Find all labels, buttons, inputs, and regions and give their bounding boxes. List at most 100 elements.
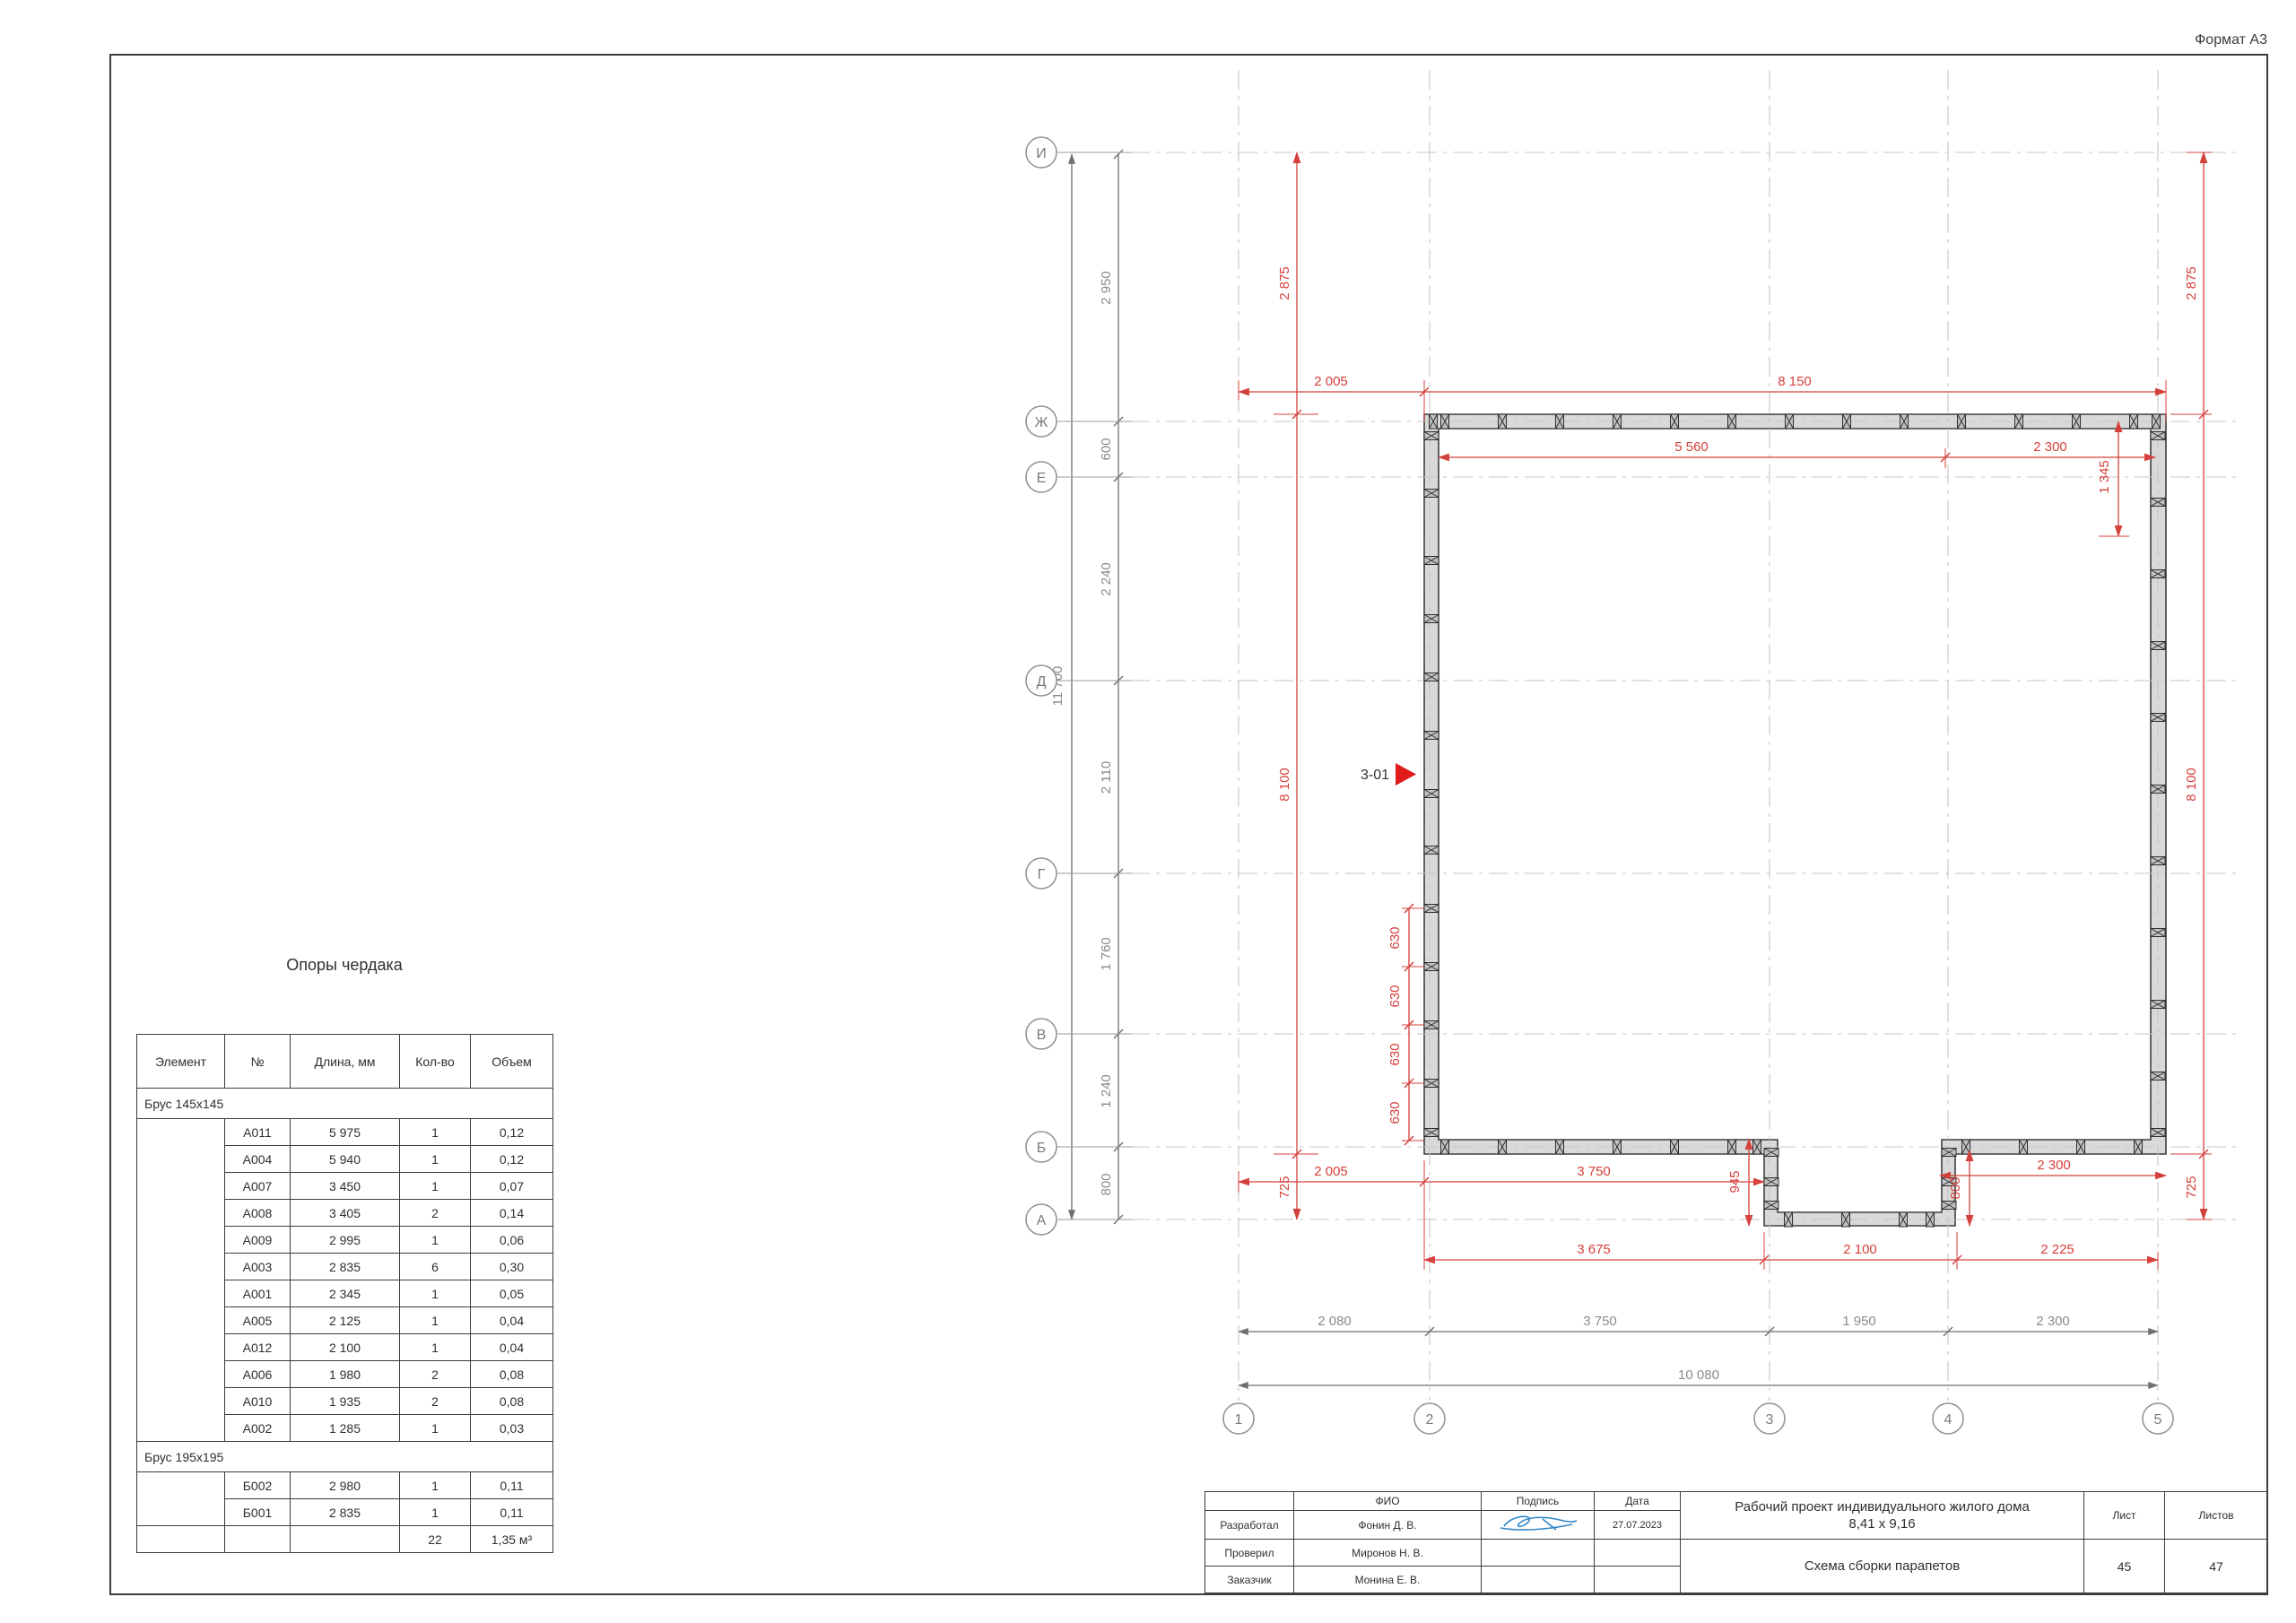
document-title: Схема сборки парапетов [1680,1539,2084,1593]
sheets-header: Листов [2164,1491,2268,1540]
svg-text:8 100: 8 100 [1277,768,1292,802]
wall-joint-hatches [1423,413,2166,1228]
group-row: Брус 145х145 [136,1088,553,1119]
dim-total-bottom: 10 080 [1678,1367,1719,1383]
svg-text:630: 630 [1387,1101,1403,1124]
axis-dimension-texts: 11 700 2 950 600 2 240 2 110 1 760 1 240… [1050,271,2070,1383]
svg-text:1 950: 1 950 [1842,1314,1876,1329]
svg-text:8 150: 8 150 [1778,374,1812,389]
svg-text:2: 2 [1426,1412,1434,1428]
role-checked: Проверил [1205,1539,1294,1567]
svg-text:2 300: 2 300 [2037,1158,2071,1173]
role-customer: Заказчик [1205,1566,1294,1593]
table-row: А008 3 405 2 0,14 [137,1199,553,1227]
section-marker-label: 3-01 [1361,768,1389,783]
svg-text:1: 1 [1235,1412,1243,1428]
svg-text:2 240: 2 240 [1099,562,1114,596]
svg-text:725: 725 [2184,1176,2199,1198]
svg-text:2 950: 2 950 [1099,271,1114,305]
svg-text:2 005: 2 005 [1314,374,1348,389]
row-axis-bubbles: И Ж Е Д Г В Б А [1025,136,1057,1236]
title-block: ФИО Подпись Дата Рабочий проект индивиду… [1205,1491,2268,1593]
svg-text:1 760: 1 760 [1099,937,1114,971]
total-qty: 22 [399,1525,471,1553]
svg-text:600: 600 [1099,438,1114,460]
signature-cell [1481,1510,1595,1540]
section-marker-arrow-icon [1396,763,1416,785]
svg-text:И: И [1036,146,1047,161]
svg-text:2 225: 2 225 [2040,1242,2074,1257]
svg-text:5: 5 [2154,1412,2162,1428]
totals-row: 22 1,35 м³ [136,1525,553,1553]
svg-text:3 750: 3 750 [1577,1164,1611,1179]
col-header-element: Элемент [136,1034,225,1089]
svg-text:2 100: 2 100 [1843,1242,1877,1257]
axis-dimension-lines [1057,149,2159,1389]
col-axis-bubbles: 1 2 3 4 5 [1222,1402,2174,1435]
svg-text:630: 630 [1387,926,1403,949]
svg-text:2 300: 2 300 [2033,439,2067,455]
svg-text:2 005: 2 005 [1314,1164,1348,1179]
svg-text:3 750: 3 750 [1583,1314,1617,1329]
total-volume: 1,35 м³ [470,1525,553,1553]
svg-text:Г: Г [1038,867,1046,882]
svg-text:Б: Б [1037,1141,1047,1156]
table-row: А009 2 995 1 0,06 [137,1226,553,1254]
svg-text:1 240: 1 240 [1099,1074,1114,1108]
parapet-walls [1423,413,2167,1227]
svg-text:2 110: 2 110 [1099,761,1114,794]
group-row: Брус 195х195 [136,1441,553,1472]
svg-text:630: 630 [1387,1043,1403,1065]
project-title: Рабочий проект индивидуального жилого до… [1680,1491,2084,1540]
section-marker: 3-01 [1361,763,1416,785]
fio-header: ФИО [1293,1491,1482,1511]
svg-text:800: 800 [1099,1173,1114,1195]
table-row: Б001 2 835 1 0,11 [137,1498,553,1526]
svg-text:725: 725 [1277,1176,1292,1198]
svg-text:630: 630 [1387,985,1403,1007]
sheet-header: Лист [2083,1491,2165,1540]
table-row: А003 2 835 6 0,30 [137,1253,553,1280]
col-header-number: № [224,1034,291,1089]
signature-icon [1500,1515,1577,1531]
svg-text:2 875: 2 875 [2184,266,2199,300]
svg-text:2 875: 2 875 [1277,266,1292,300]
name-checked: Миронов Н. В. [1293,1539,1482,1567]
svg-text:Е: Е [1037,471,1047,486]
svg-text:1 345: 1 345 [2097,460,2112,494]
svg-text:2 300: 2 300 [2036,1314,2070,1329]
sheets-total: 47 [2164,1539,2268,1593]
signature-header: Подпись [1481,1491,1595,1511]
svg-text:4: 4 [1944,1412,1952,1428]
table-row: А011 5 975 1 0,12 [136,1118,553,1442]
name-developed: Фонин Д. В. [1293,1510,1482,1540]
col-header-volume: Объем [470,1034,553,1089]
sheet-border [109,54,2268,1595]
svg-text:Д: Д [1037,674,1047,690]
name-customer: Монина Е. В. [1293,1566,1482,1593]
svg-text:945: 945 [1727,1170,1743,1193]
red-dimension-lines [1237,151,2212,1270]
svg-text:Ж: Ж [1035,415,1048,430]
sheet-number: 45 [2083,1539,2165,1593]
svg-text:3: 3 [1766,1412,1774,1428]
svg-text:2 080: 2 080 [1318,1314,1352,1329]
svg-text:В: В [1037,1028,1047,1043]
table-row: А002 1 285 1 0,03 [137,1414,553,1442]
date-developed: 27.07.2023 [1594,1510,1681,1540]
table-row: А006 1 980 2 0,08 [137,1360,553,1388]
red-dimension-texts: 2 875 8 100 725 2 875 8 100 725 2 005 8 … [1277,266,2199,1257]
supports-table-header-row: Элемент № Длина, мм Кол-во Объем [136,1034,553,1089]
svg-text:800: 800 [1948,1176,1963,1199]
date-header: Дата [1594,1491,1681,1511]
table-row: Б002 2 980 1 0,11 [136,1471,553,1526]
axis-grid-lines [1058,70,2242,1401]
col-header-length: Длина, мм [290,1034,400,1089]
supports-table-title: Опоры чердака [286,956,403,974]
format-label: Формат А3 [2195,32,2267,48]
table-row: А005 2 125 1 0,04 [137,1306,553,1334]
svg-text:А: А [1037,1213,1047,1228]
supports-table: Элемент № Длина, мм Кол-во Объем Брус 14… [136,1034,553,1553]
